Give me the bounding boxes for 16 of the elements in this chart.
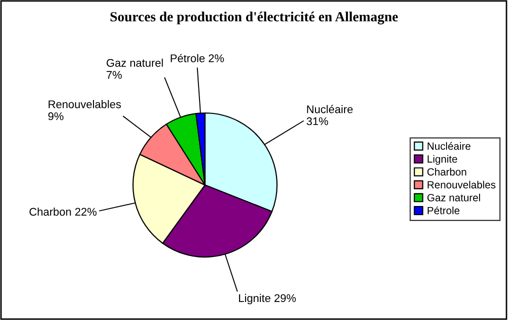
chart-title: Sources de production d'électricité en Allemagne [110,12,398,24]
slice-label: Nucléaire [307,104,353,114]
legend-label: Renouvelables [428,180,496,188]
category-label: Pétrole 2% [170,54,224,62]
slice-label: Gaz naturel [106,58,163,67]
category-label: Charbon 22% [30,208,97,216]
legend-label: Pétrole [428,206,460,214]
category-label: Lignite 29% [239,294,296,304]
legend-label: Charbon [427,168,466,176]
legend-label: Gaz naturel [427,194,480,202]
data-label: 7% [106,70,122,79]
data-label: 31% [306,117,328,126]
slice-label: Renouvelables [48,100,121,108]
data-label: 9% [48,112,64,120]
legend-label: Nucléaire [428,142,470,150]
legend-label: Lignite [428,155,458,165]
